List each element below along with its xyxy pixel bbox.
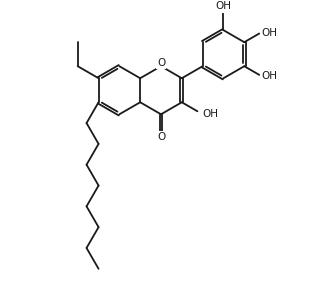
Text: OH: OH: [215, 1, 232, 11]
Text: OH: OH: [261, 71, 277, 81]
Text: O: O: [157, 132, 165, 142]
Text: O: O: [157, 58, 165, 68]
Text: OH: OH: [261, 28, 277, 38]
Text: OH: OH: [202, 109, 218, 119]
